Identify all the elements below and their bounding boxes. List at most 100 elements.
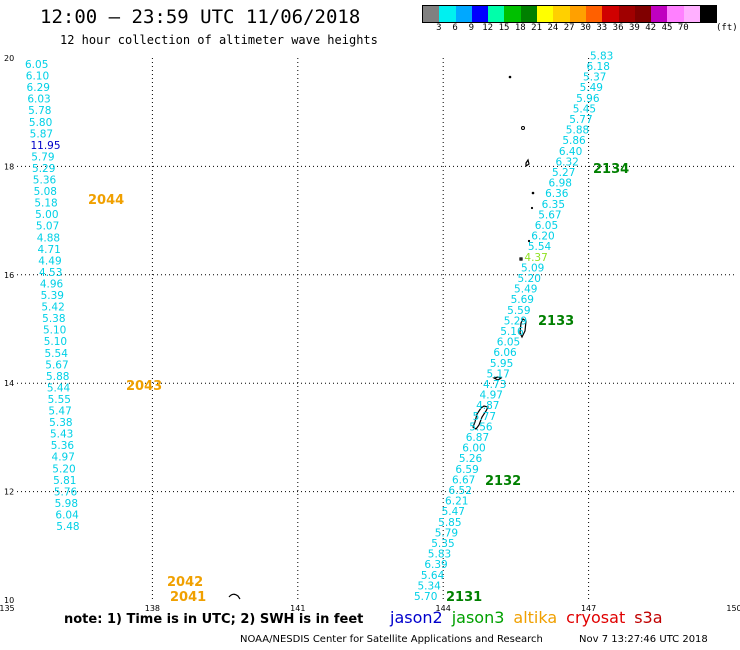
color-swatch: [569, 6, 586, 22]
color-scale-label: 15: [498, 23, 510, 33]
wave-height-value: 5.78: [28, 105, 51, 117]
wave-height-value: 5.67: [538, 209, 561, 221]
island-outlines: [228, 75, 535, 600]
wave-height-value: 5.38: [49, 417, 72, 429]
color-scale-label: 12: [482, 23, 494, 33]
island-pagan: [525, 158, 530, 168]
wave-height-value: 6.10: [26, 71, 49, 83]
wave-height-value: 5.26: [459, 453, 483, 465]
legend-item: s3a: [634, 608, 663, 627]
map-subtitle: 12 hour collection of altimeter wave hei…: [60, 33, 378, 47]
color-swatch: [471, 6, 489, 22]
island-small-bottom: [228, 593, 241, 600]
wave-height-value: 5.88: [46, 371, 69, 383]
pass-label: 2042: [167, 575, 203, 590]
credit-line: NOAA/NESDIS Center for Satellite Applica…: [240, 634, 543, 645]
island-guam: [472, 405, 489, 430]
wave-height-value: 6.35: [542, 199, 565, 211]
wave-height-value: 5.79: [435, 527, 458, 539]
wave-height-value: 5.98: [55, 498, 78, 510]
wave-height-value: 6.98: [549, 178, 572, 190]
wave-height-value: 5.56: [469, 421, 493, 433]
wave-height-value: 5.87: [30, 128, 53, 140]
color-scale-labels: 3 6 9 12 15 18 21 24 27 30 33 36 39 42 45 70: [422, 23, 740, 35]
wave-height-value: 4.96: [40, 278, 64, 290]
wave-height-value: 5.29: [504, 315, 527, 327]
color-swatch: [602, 6, 619, 22]
pass-label: 2041: [170, 590, 206, 605]
color-scale-bar: [422, 5, 718, 23]
x-tick-label: 144: [436, 604, 451, 613]
wave-height-value: 5.77: [473, 411, 496, 423]
y-tick-label: 18: [4, 162, 14, 171]
wave-height-value: 5.44: [47, 382, 71, 394]
wave-height-value: 6.18: [587, 61, 610, 73]
color-scale-label: 33: [596, 23, 608, 33]
wave-height-value: 5.95: [490, 358, 513, 370]
y-tick-label: 10: [4, 596, 14, 605]
x-tick-label: 150: [726, 604, 740, 613]
color-swatch: [585, 6, 603, 22]
color-scale-unit: (ft): [716, 23, 738, 33]
x-tick-label: 147: [581, 604, 596, 613]
color-scale-label: 39: [628, 23, 640, 33]
wave-height-value: 5.88: [566, 125, 589, 137]
wave-height-value: 5.69: [511, 294, 534, 306]
y-tick-label: 12: [4, 488, 14, 497]
wave-height-value: 5.81: [53, 475, 76, 487]
wave-height-value: 6.87: [466, 432, 489, 444]
color-swatch: [651, 6, 668, 22]
footnote: note: 1) Time is in UTC; 2) SWH is in fe…: [64, 612, 364, 627]
wave-height-value: 5.36: [33, 175, 57, 187]
island-dot-1: [508, 75, 512, 79]
wave-height-value: 5.00: [35, 209, 58, 221]
wave-height-value: 6.00: [462, 443, 485, 455]
island-dot-4: [530, 206, 534, 210]
wave-height-value: 5.38: [42, 313, 65, 325]
wave-height-value: 5.18: [34, 198, 57, 210]
island-dot-5: [527, 239, 531, 243]
wave-height-value: 6.29: [27, 82, 50, 94]
wave-height-value: 6.39: [424, 559, 447, 571]
color-swatch: [504, 6, 521, 22]
color-swatch: [683, 6, 701, 22]
color-scale-label: 30: [580, 23, 591, 33]
color-swatch: [634, 6, 652, 22]
wave-height-value: 5.35: [431, 538, 454, 550]
color-scale-label: 9: [468, 23, 475, 33]
wave-height-value: 5.86: [562, 135, 586, 147]
wave-height-value: 5.07: [36, 221, 59, 233]
wave-height-value: 6.03: [27, 94, 50, 106]
color-scale-label: 24: [547, 23, 559, 33]
wave-height-value: 4.88: [37, 232, 60, 244]
wave-height-value: 4.37: [524, 252, 547, 264]
wave-height-value: 4.53: [39, 267, 62, 279]
wave-height-values: 6.056.106.296.035.785.805.8711.955.795.2…: [25, 50, 613, 603]
wave-height-value: 4.49: [38, 255, 61, 267]
island-dot-2: [521, 126, 525, 130]
color-scale-label: 27: [563, 23, 575, 33]
wave-height-value: 6.06: [493, 347, 517, 359]
wave-height-value: 5.10: [44, 336, 67, 348]
wave-height-value: 6.05: [535, 220, 558, 232]
wave-height-value: 5.43: [50, 429, 73, 441]
y-tick-label: 16: [4, 271, 14, 280]
color-scale-label: 70: [677, 23, 689, 33]
color-swatch: [537, 6, 554, 22]
wave-height-value: 5.29: [32, 163, 55, 175]
wave-height-value: 6.59: [455, 464, 478, 476]
wave-height-value: 6.40: [559, 146, 582, 158]
axis-tick-labels: 135 138 141 144 147 150 20 18 16 14 12 10: [0, 54, 740, 613]
map-gridlines: [17, 58, 734, 600]
x-tick-label: 141: [290, 604, 305, 613]
wave-height-value: 6.52: [449, 485, 472, 497]
island-dot-3: [531, 191, 535, 195]
color-swatch: [423, 6, 440, 22]
wave-height-value: 5.34: [417, 580, 441, 592]
wave-height-value: 5.09: [521, 262, 544, 274]
x-tick-label: 138: [145, 604, 160, 613]
wave-height-value: 5.64: [421, 570, 445, 582]
wave-height-value: 6.67: [452, 474, 475, 486]
